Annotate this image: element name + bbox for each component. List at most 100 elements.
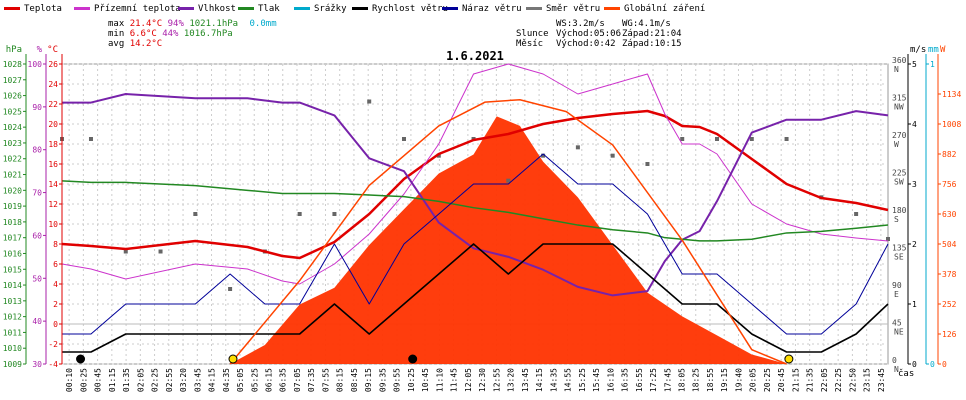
legend-bar: Teplota Přízemní teplota Vlhkost Tlak Srážky… (0, 0, 966, 20)
wind-direction-point (749, 137, 754, 141)
axis-tick-label: 1015 (3, 265, 22, 274)
stat-moon-label: Měsíc (516, 39, 544, 49)
stat-wg: WG:4.1m/s (622, 19, 671, 29)
stat-sunrise: Východ:05:06 (556, 29, 622, 39)
x-tick-label: 21:15 (791, 368, 800, 392)
legend-swatch (4, 7, 20, 10)
wind-dir-tick-label: 360 (892, 56, 907, 65)
legend-swatch (238, 7, 254, 10)
series-line-vlhkost (62, 93, 889, 297)
wind-direction-point (506, 178, 511, 183)
x-tick-label: 07:55 (321, 368, 330, 392)
x-tick-label: 20:45 (777, 368, 786, 392)
x-tick-label: 05:25 (250, 368, 259, 392)
x-tick-label: 08:15 (336, 368, 345, 392)
wind-dir-compass-label: N (894, 65, 899, 74)
x-tick-label: 00:25 (79, 368, 88, 392)
radiation-area (230, 116, 787, 364)
stats-min: min 6.6°C 44% 1016.7hPa (108, 29, 233, 39)
wind-direction-point (886, 237, 890, 241)
axis-tick-label: 4 (912, 120, 917, 129)
x-tick-label: 22:25 (834, 368, 843, 392)
legend-item: Srážky (294, 4, 347, 14)
axis-unit-label: °C (47, 45, 58, 55)
axis-tick-label: 3 (912, 180, 917, 189)
legend-swatch (178, 7, 194, 10)
x-tick-label: 01:35 (122, 368, 131, 392)
x-tick-label: 09:35 (378, 368, 387, 392)
x-tick-label: 02:05 (136, 368, 145, 392)
legend-swatch (526, 7, 542, 10)
axis-tick-label: 1134 (942, 90, 961, 99)
stat-moonset: Západ:10:15 (622, 39, 682, 49)
axis-unit-label: mm (928, 45, 939, 55)
x-tick-label: 14:55 (564, 368, 573, 392)
series-line-teplota (61, 109, 889, 260)
stat-ws: WS:3.2m/s (556, 19, 605, 29)
axis-tick-label: 1025 (3, 107, 22, 116)
x-tick-label: 17:25 (649, 368, 658, 392)
stat-max-label: max (108, 19, 125, 29)
axis-tick-label: 1 (930, 60, 935, 69)
x-tick-label: 14:15 (535, 368, 544, 392)
wind-direction-point (228, 287, 233, 291)
axis-unit-label: % (37, 45, 43, 55)
axis-unit-label: W (940, 45, 946, 55)
axis-tick-label: 882 (942, 150, 957, 159)
legend-item: Rychlost větru (352, 4, 448, 14)
axis-tick-label: 0 (53, 320, 58, 329)
x-tick-label: 23:45 (877, 368, 886, 392)
legend-item: Globální záření (604, 4, 705, 14)
x-tick-label: 19:15 (720, 368, 729, 392)
legend-item: Náraz větru (442, 4, 522, 14)
x-tick-label: 18:55 (706, 368, 715, 392)
x-tick-label: 03:45 (193, 368, 202, 392)
x-tick-label: 20:05 (749, 368, 758, 392)
x-tick-label: 10:25 (407, 368, 416, 392)
wind-dir-compass-label: NW (894, 103, 904, 112)
axis-tick-label: 8 (53, 240, 58, 249)
axis-tick-label: 100 (28, 60, 43, 69)
axis-tick-label: 2 (912, 240, 917, 249)
axis-tick-label: 80 (32, 146, 42, 155)
axis-tick-label: 1009 (3, 360, 22, 369)
wind-direction-point (680, 137, 685, 141)
axis-tick-label: 1019 (3, 202, 22, 211)
wind-direction-point (575, 145, 580, 150)
axis-tick-label: 5 (912, 60, 917, 69)
axis-unit-label: m/s (910, 45, 926, 55)
wind-dir-compass-label: S (894, 215, 899, 224)
axis-tick-label: 16 (48, 160, 58, 169)
axis-tick-label: 0 (942, 360, 947, 369)
axis-tick-label: 40 (32, 317, 42, 326)
x-tick-label: 06:35 (279, 368, 288, 392)
axis-tick-label: 126 (942, 330, 957, 339)
axis-tick-label: 20 (48, 120, 58, 129)
wind-dir-tick-label: 180 (892, 206, 907, 215)
axis-tick-label: 30 (32, 360, 42, 369)
x-tick-label: 03:20 (179, 368, 188, 392)
wind-direction-point (854, 212, 859, 216)
wind-dir-tick-label: 225 (892, 169, 907, 178)
axis-tick-label: 1016 (3, 249, 22, 258)
axis-tick-label: 0 (930, 360, 935, 369)
stat-moonrise: Východ:0:42 (556, 39, 616, 49)
axis-tick-label: 50 (32, 274, 42, 283)
axis-tick-label: 22 (48, 100, 58, 109)
x-tick-label: 05:05 (236, 368, 245, 392)
stats-avg: avg 14.2°C (108, 39, 162, 49)
legend-swatch (442, 7, 458, 10)
x-tick-label: 08:45 (350, 368, 359, 392)
axis-tick-label: 90 (32, 103, 42, 112)
marker-moon (76, 354, 86, 364)
legend-swatch (294, 7, 310, 10)
axis-tick-label: 10 (48, 220, 58, 229)
wind-dir-compass-label: W (894, 140, 899, 149)
axis-tick-label: 378 (942, 270, 957, 279)
axis-tick-label: 70 (32, 189, 42, 198)
x-tick-label: 11:45 (450, 368, 459, 392)
axis-tick-label: 1014 (3, 281, 22, 290)
legend-label: Globální záření (624, 4, 706, 14)
legend-label: Tlak (258, 4, 280, 14)
